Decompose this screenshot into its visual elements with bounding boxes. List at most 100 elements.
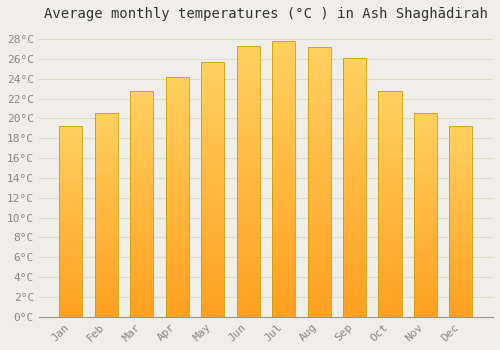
Bar xyxy=(60,305,82,307)
Bar xyxy=(343,278,366,281)
Bar xyxy=(95,254,118,256)
Bar xyxy=(450,157,472,159)
Bar xyxy=(236,122,260,125)
Bar xyxy=(272,242,295,245)
Bar xyxy=(450,265,472,267)
Bar xyxy=(414,239,437,241)
Bar xyxy=(308,133,330,136)
Bar xyxy=(130,116,154,118)
Bar xyxy=(60,216,82,218)
Bar xyxy=(166,194,189,197)
Bar xyxy=(130,108,154,111)
Bar xyxy=(236,268,260,271)
Bar xyxy=(378,176,402,179)
Bar xyxy=(236,203,260,206)
Bar xyxy=(95,181,118,183)
Bar xyxy=(166,199,189,202)
Bar xyxy=(201,253,224,255)
Bar xyxy=(450,267,472,269)
Bar xyxy=(272,184,295,187)
Bar xyxy=(130,210,154,213)
Bar xyxy=(308,287,330,290)
Bar xyxy=(308,201,330,203)
Bar xyxy=(166,96,189,98)
Bar xyxy=(166,105,189,108)
Bar xyxy=(414,215,437,217)
Bar xyxy=(272,223,295,226)
Bar xyxy=(414,284,437,286)
Bar xyxy=(378,149,402,152)
Bar xyxy=(60,282,82,285)
Bar xyxy=(95,128,118,130)
Bar xyxy=(272,162,295,165)
Bar xyxy=(414,191,437,193)
Bar xyxy=(95,244,118,246)
Bar xyxy=(450,243,472,244)
Bar xyxy=(414,126,437,128)
Bar xyxy=(272,187,295,190)
Bar xyxy=(414,231,437,233)
Bar xyxy=(201,202,224,205)
Bar xyxy=(450,294,472,296)
Bar xyxy=(308,50,330,52)
Bar xyxy=(201,136,224,138)
Bar xyxy=(414,152,437,154)
Bar xyxy=(272,151,295,154)
Bar xyxy=(60,273,82,275)
Bar xyxy=(343,138,366,141)
Bar xyxy=(130,256,154,258)
Bar xyxy=(272,215,295,217)
Bar xyxy=(343,216,366,218)
Bar xyxy=(414,241,437,244)
Bar xyxy=(308,217,330,220)
Bar xyxy=(95,290,118,292)
Bar xyxy=(130,102,154,104)
Bar xyxy=(130,315,154,317)
Bar xyxy=(378,102,402,104)
Bar xyxy=(60,300,82,302)
Bar xyxy=(166,290,189,293)
Bar xyxy=(236,282,260,284)
Bar xyxy=(201,273,224,276)
Bar xyxy=(201,113,224,116)
Bar xyxy=(236,70,260,73)
Bar xyxy=(450,315,472,317)
Bar xyxy=(201,154,224,156)
Bar xyxy=(343,203,366,205)
Bar xyxy=(272,129,295,132)
Bar xyxy=(236,314,260,317)
Bar xyxy=(378,269,402,272)
Bar xyxy=(130,145,154,147)
Bar xyxy=(130,91,154,317)
Bar xyxy=(378,116,402,118)
Bar xyxy=(95,264,118,266)
Bar xyxy=(450,313,472,315)
Bar xyxy=(414,170,437,173)
Bar xyxy=(130,149,154,152)
Bar xyxy=(130,222,154,224)
Bar xyxy=(450,279,472,281)
Bar xyxy=(308,160,330,163)
Bar xyxy=(308,249,330,252)
Bar xyxy=(166,115,189,118)
Bar xyxy=(236,62,260,65)
Bar xyxy=(450,281,472,282)
Bar xyxy=(166,271,189,274)
Bar xyxy=(414,294,437,296)
Bar xyxy=(166,149,189,151)
Bar xyxy=(272,160,295,162)
Bar xyxy=(236,244,260,246)
Bar xyxy=(201,103,224,105)
Bar xyxy=(201,164,224,166)
Bar xyxy=(378,165,402,168)
Bar xyxy=(308,279,330,282)
Bar xyxy=(166,82,189,84)
Bar xyxy=(130,104,154,106)
Bar xyxy=(166,233,189,235)
Bar xyxy=(166,240,189,242)
Bar xyxy=(130,276,154,278)
Bar xyxy=(450,285,472,286)
Bar xyxy=(95,173,118,174)
Bar xyxy=(201,85,224,87)
Bar xyxy=(236,103,260,105)
